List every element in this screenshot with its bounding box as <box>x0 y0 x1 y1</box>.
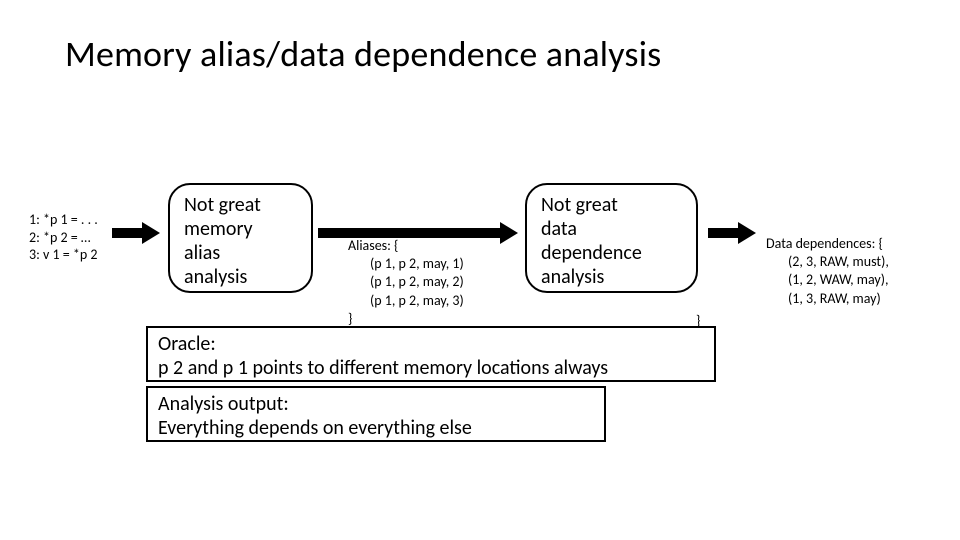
deps-row-3: (1, 3, RAW, may) <box>766 290 889 308</box>
node1-line1: Not great <box>184 193 297 217</box>
aliases-row-2: (p 1, p 2, may, 2) <box>348 273 464 291</box>
node2-line4: analysis <box>541 265 682 289</box>
analysis-output-box: Analysis output: Everything depends on e… <box>146 386 606 442</box>
node2-line2: data <box>541 217 682 241</box>
aliases-row-1: (p 1, p 2, may, 1) <box>348 255 464 273</box>
node-data-dependence-analysis: Not great data dependence analysis <box>525 183 698 293</box>
node1-line2: memory <box>184 217 297 241</box>
data-dependences-set: Data dependences: { (2, 3, RAW, must), (… <box>766 235 889 308</box>
node2-line1: Not great <box>541 193 682 217</box>
node2-line3: dependence <box>541 241 682 265</box>
output-line1: Analysis output: <box>158 392 594 416</box>
oracle-line2: p 2 and p 1 points to different memory l… <box>158 356 704 380</box>
arrow-code-to-alias <box>112 222 160 244</box>
deps-row-2: (1, 2, WAW, may), <box>766 271 889 289</box>
deps-row-1: (2, 3, RAW, must), <box>766 253 889 271</box>
oracle-box: Oracle: p 2 and p 1 points to different … <box>146 326 716 382</box>
slide: Memory alias/data dependence analysis 1:… <box>0 0 960 540</box>
code-line-3: 3: v 1 = *p 2 <box>29 246 98 264</box>
slide-title: Memory alias/data dependence analysis <box>65 32 661 76</box>
oracle-line1: Oracle: <box>158 332 704 356</box>
deps-head: Data dependences: { <box>766 235 889 253</box>
node1-line4: analysis <box>184 265 297 289</box>
node1-line3: alias <box>184 241 297 265</box>
aliases-set: Aliases: { (p 1, p 2, may, 1) (p 1, p 2,… <box>348 237 464 328</box>
output-line2: Everything depends on everything else <box>158 416 594 440</box>
aliases-head: Aliases: { <box>348 237 464 255</box>
arrow-dep-to-output <box>708 222 756 244</box>
code-line-2: 2: *p 2 = … <box>29 229 98 247</box>
aliases-row-3: (p 1, p 2, may, 3) <box>348 292 464 310</box>
code-listing: 1: *p 1 = . . . 2: *p 2 = … 3: v 1 = *p … <box>29 211 98 264</box>
node-memory-alias-analysis: Not great memory alias analysis <box>168 183 313 293</box>
code-line-1: 1: *p 1 = . . . <box>29 211 98 229</box>
